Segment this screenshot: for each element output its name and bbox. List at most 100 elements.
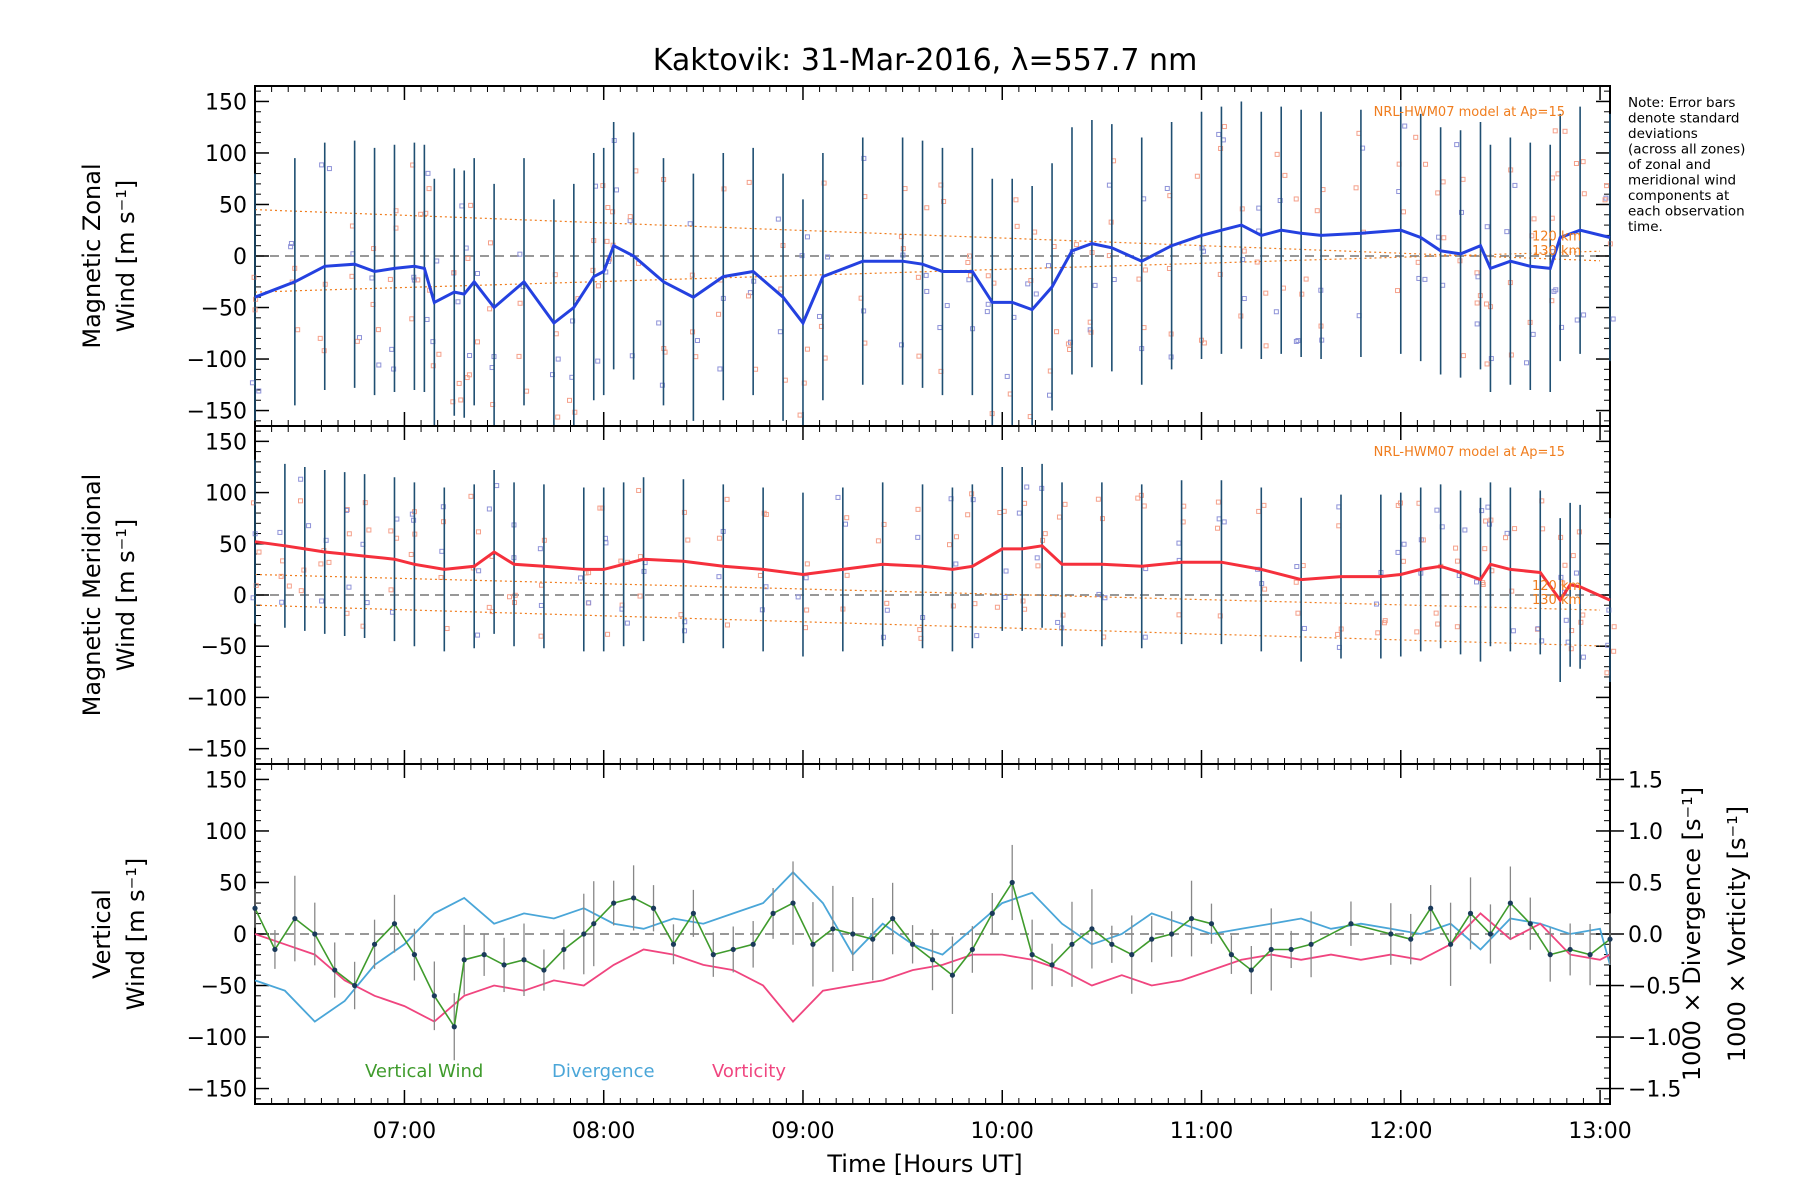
legend-item: Divergence	[552, 1061, 655, 1082]
zone-wind-marker	[1020, 598, 1026, 604]
zone-wind-marker	[317, 335, 323, 341]
zone-wind-marker	[972, 601, 978, 607]
vertical-wind-point	[790, 900, 796, 906]
vertical-wind-point	[332, 967, 338, 973]
zone-wind-marker	[915, 534, 921, 540]
zone-wind-marker	[637, 554, 643, 560]
zone-wind-marker	[1035, 563, 1041, 569]
zone-wind-marker	[997, 510, 1003, 516]
zone-wind-marker	[1025, 281, 1031, 287]
vertical-wind-point	[1288, 946, 1294, 953]
zone-wind-marker	[256, 549, 262, 555]
zone-wind-marker	[295, 327, 301, 333]
zone-wind-marker	[387, 276, 393, 282]
zone-wind-marker	[924, 205, 930, 211]
zone-wind-marker	[678, 612, 684, 618]
zone-wind-marker	[1218, 145, 1224, 151]
zone-wind-marker	[716, 311, 722, 317]
zone-wind-marker	[1045, 263, 1051, 269]
zone-wind-marker	[1032, 229, 1038, 235]
vertical-wind-point	[292, 915, 298, 922]
zone-wind-marker	[1003, 568, 1009, 574]
zone-wind-marker	[376, 362, 382, 368]
zone-wind-marker	[687, 221, 693, 227]
zone-wind-marker	[1413, 134, 1419, 140]
zone-wind-marker	[917, 627, 923, 633]
divergence-line	[254, 870, 1611, 1023]
zone-wind-marker	[298, 498, 304, 504]
zone-wind-marker	[761, 510, 767, 516]
zone-wind-marker	[1606, 607, 1612, 613]
zone-wind-marker	[1141, 503, 1147, 509]
zone-wind-marker	[1524, 360, 1530, 366]
zone-wind-marker	[746, 179, 752, 185]
zone-wind-marker	[1373, 601, 1379, 607]
zone-wind-marker	[567, 397, 573, 403]
zone-wind-marker	[1508, 352, 1514, 358]
zone-wind-marker	[797, 412, 803, 418]
zone-wind-marker	[301, 567, 307, 573]
zone-wind-marker	[1047, 392, 1053, 398]
zone-wind-marker	[1562, 128, 1568, 134]
zone-wind-marker	[1056, 514, 1062, 520]
model-alt-label: 120 km	[1532, 579, 1581, 594]
zone-wind-marker	[861, 155, 867, 161]
vertical-wind-point	[1547, 952, 1553, 958]
y-tick-label: 50	[219, 533, 247, 558]
zone-wind-marker	[1280, 285, 1286, 291]
vertical-wind-point	[312, 931, 318, 937]
vertical-wind-point	[690, 910, 696, 916]
note-line: each observation	[1628, 204, 1745, 220]
zone-wind-marker	[1483, 518, 1489, 524]
series-line-zonal	[254, 223, 1611, 326]
zone-wind-marker	[388, 587, 394, 593]
zone-wind-marker	[985, 301, 991, 307]
zone-wind-marker	[916, 353, 922, 359]
vertical-wind-point	[252, 905, 258, 911]
zone-wind-marker	[425, 170, 431, 176]
y-axis-label: Wind [m s⁻¹]	[112, 180, 140, 332]
zone-wind-marker	[1602, 197, 1608, 203]
zone-wind-marker	[717, 366, 723, 372]
y-axis-label: Vertical	[88, 889, 116, 979]
zone-wind-marker	[637, 593, 643, 599]
right-y-tick-label: 0.5	[1628, 871, 1663, 896]
y-axis-label: Wind [m s⁻¹]	[122, 858, 150, 1010]
zone-wind-marker	[1336, 523, 1342, 529]
zone-wind-marker	[1062, 501, 1068, 507]
x-axis-label: Time [Hours UT]	[826, 1150, 1022, 1178]
vertical-wind-point	[1248, 967, 1254, 973]
zone-wind-marker	[516, 353, 522, 359]
note-line: meridional wind	[1628, 173, 1736, 189]
y-tick-label: 150	[205, 430, 247, 455]
vertical-wind-point	[1467, 910, 1474, 916]
y-tick-label: −100	[187, 348, 247, 373]
zone-wind-marker	[467, 352, 473, 358]
zone-wind-marker	[1014, 223, 1020, 229]
note-line: components at	[1628, 188, 1729, 204]
zone-wind-marker	[507, 594, 513, 600]
zone-wind-marker	[1256, 508, 1262, 514]
zone-wind-marker	[1216, 516, 1222, 522]
zone-wind-marker	[298, 588, 304, 594]
zone-wind-marker	[1552, 128, 1558, 134]
note-line: deviations	[1628, 126, 1698, 142]
model-label: NRL-HWM07 model at Ap=15	[1374, 105, 1565, 120]
zone-wind-marker	[861, 308, 867, 314]
zone-wind-marker	[745, 293, 751, 299]
zone-wind-marker	[1553, 287, 1559, 293]
zone-wind-marker	[1002, 594, 1008, 600]
vertical-wind-point	[1607, 936, 1613, 942]
zone-wind-marker	[1531, 216, 1537, 222]
zone-wind-marker	[803, 575, 809, 581]
zone-wind-marker	[816, 313, 822, 319]
zone-wind-marker	[538, 602, 544, 608]
zone-wind-marker	[1454, 624, 1460, 630]
zone-wind-marker	[456, 380, 462, 386]
zone-wind-marker	[1262, 586, 1268, 592]
zone-wind-marker	[1293, 579, 1299, 585]
zone-wind-marker	[319, 598, 325, 604]
model-alt-label: 130 km	[1532, 244, 1581, 259]
zone-wind-marker	[539, 582, 545, 588]
zone-wind-marker	[1570, 553, 1576, 559]
